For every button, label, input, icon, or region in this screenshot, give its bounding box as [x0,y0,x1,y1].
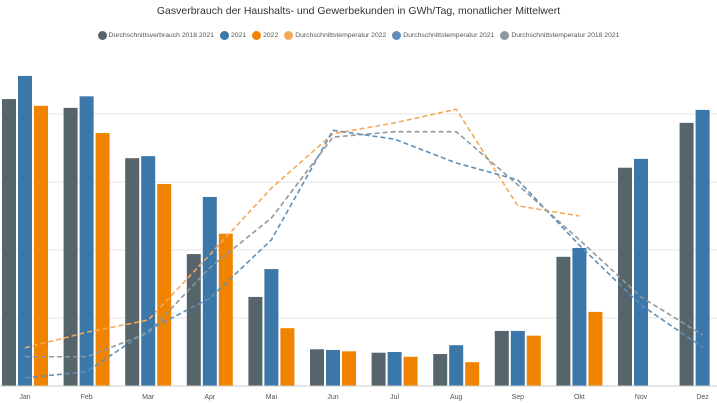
bar[interactable] [342,351,356,386]
legend-label: Durchschnittstemperatur 2022 [295,32,387,39]
legend-item[interactable]: Durchschnittsverbrauch 2018 2021 [97,31,214,40]
chart-title: Gasverbrauch der Haushalts- und Gewerbek… [156,5,561,17]
x-tick-label: Jan [19,394,30,401]
legend-label: Durchschnittstemperatur 2021 [403,32,495,39]
legend-marker [219,31,229,40]
bar[interactable] [310,349,324,386]
bar[interactable] [556,256,571,386]
bar[interactable] [494,330,509,386]
bar[interactable] [465,362,480,386]
legend-label: 2021 [230,32,247,39]
bar[interactable] [202,196,217,386]
bar[interactable] [63,107,78,386]
x-tick-label: Sep [512,394,525,401]
bar[interactable] [264,269,279,386]
bar[interactable] [679,122,694,386]
bar[interactable] [526,335,541,386]
x-tick-label: Nov [635,394,648,401]
bar[interactable] [618,167,632,386]
legend-item[interactable]: Durchschnittstemperatur 2018 2021 [500,31,619,40]
bar[interactable] [588,311,603,386]
bar[interactable] [157,184,172,386]
bar[interactable] [218,233,233,386]
bar[interactable] [125,158,140,386]
legend-item[interactable]: 2022 [252,31,278,40]
bar[interactable] [79,96,94,386]
legend-marker [500,31,510,40]
bar[interactable] [572,247,587,386]
bar[interactable] [326,349,340,386]
bar[interactable] [186,254,201,386]
bar[interactable] [18,75,32,387]
bar[interactable] [141,156,156,386]
x-tick-label: Apr [204,394,216,401]
legend-label: Durchschnittsverbrauch 2018 2021 [108,32,214,39]
legend-item[interactable]: Durchschnittstemperatur 2021 [392,31,494,40]
legend-marker [252,31,262,40]
x-tick-label: Feb [81,394,93,401]
x-tick-label: Dez [696,394,709,401]
legend-label: 2022 [263,32,279,39]
bar[interactable] [248,296,263,386]
x-tick-label: Okt [574,394,585,401]
bar[interactable] [449,345,464,386]
legend-item[interactable]: Durchschnittstemperatur 2022 [284,31,386,40]
x-tick-label: Jul [390,394,399,401]
x-tick-label: Jun [327,394,338,401]
x-tick-label: Aug [450,394,463,401]
x-tick-label: Mar [142,394,155,401]
legend-marker [284,31,294,40]
legend: Durchschnittsverbrauch 2018 2021 2021 20… [0,31,717,40]
bar[interactable] [34,105,48,386]
bar[interactable] [433,354,448,386]
legend-marker [97,31,107,40]
bar[interactable] [510,330,525,386]
bar[interactable] [403,356,418,386]
bar[interactable] [371,352,386,386]
legend-marker [392,31,402,40]
bar[interactable] [2,99,16,386]
x-tick-label: Mai [266,394,278,401]
bar[interactable] [695,109,710,387]
bar[interactable] [387,352,402,386]
bar[interactable] [634,158,648,386]
bar[interactable] [95,133,110,386]
legend-label: Durchschnittstemperatur 2018 2021 [511,32,620,39]
bar[interactable] [280,328,295,386]
temperature-line [25,130,704,358]
legend-item[interactable]: 2021 [219,31,247,40]
